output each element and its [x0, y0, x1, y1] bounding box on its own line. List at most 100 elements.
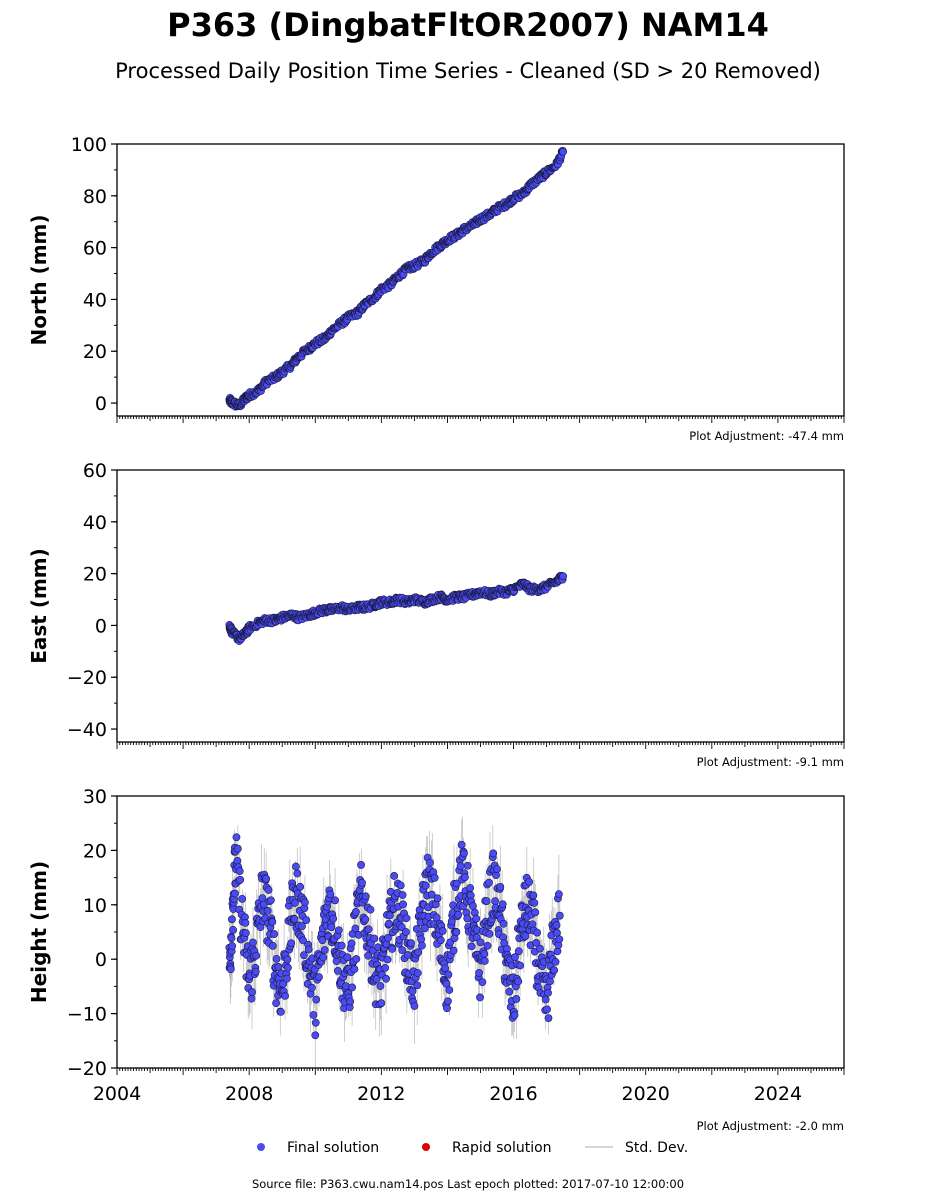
data-point	[290, 915, 299, 923]
y-tick-label: 30	[83, 786, 107, 808]
y-axis: 0 20 40 60 80 100	[71, 134, 117, 415]
x-axis	[116, 742, 845, 749]
data-point	[247, 994, 256, 1003]
y-axis: −40 −20 0 20 40 60	[67, 460, 117, 741]
data-point	[452, 928, 461, 936]
data-point	[505, 987, 514, 996]
data-point	[251, 967, 260, 976]
data-point	[398, 891, 407, 899]
legend-marker-final	[257, 1143, 265, 1151]
legend-std-label: Std. Dev.	[625, 1140, 688, 1156]
data-point	[385, 919, 393, 928]
data-point	[496, 883, 505, 891]
data-point	[554, 890, 563, 899]
data-point	[475, 968, 483, 977]
data-point	[410, 1002, 419, 1010]
data-point	[259, 900, 268, 909]
data-point	[300, 951, 308, 960]
data-point	[308, 983, 316, 992]
data-point	[361, 915, 370, 924]
data-point	[366, 905, 375, 914]
data-point	[291, 899, 299, 907]
data-point	[298, 922, 306, 931]
data-point	[544, 988, 552, 997]
data-point	[283, 955, 292, 964]
std-dev-bars	[228, 816, 561, 1068]
data-point	[390, 872, 399, 880]
data-point	[399, 900, 407, 909]
data-point	[334, 926, 343, 935]
data-point	[312, 995, 321, 1004]
data-point	[476, 938, 485, 947]
plot-adjustment-label: Plot Adjustment: -47.4 mm	[689, 429, 844, 443]
y-tick-label: 40	[83, 289, 107, 311]
data-point	[238, 894, 247, 903]
data-point	[326, 890, 335, 899]
data-point	[249, 938, 257, 947]
chart-title: P363 (DingbatFltOR2007) NAM14	[167, 6, 769, 44]
data-point	[402, 928, 410, 936]
data-point	[299, 936, 307, 945]
data-point	[343, 953, 352, 962]
data-point	[444, 970, 453, 979]
data-point	[463, 861, 472, 870]
data-point	[402, 914, 411, 923]
data-point	[436, 936, 445, 945]
data-point	[559, 147, 568, 156]
y-tick-label: 60	[83, 238, 107, 260]
data-point	[514, 977, 523, 986]
data-point	[559, 572, 568, 581]
data-point	[228, 915, 236, 924]
data-point	[283, 963, 292, 972]
data-point	[281, 991, 289, 1000]
y-axis-label: North (mm)	[27, 214, 51, 345]
data-point	[287, 939, 296, 948]
data-point	[514, 947, 523, 956]
data-point	[426, 858, 434, 867]
data-point	[430, 873, 439, 882]
data-point	[525, 878, 534, 886]
data-point	[541, 995, 550, 1004]
data-point	[258, 894, 267, 902]
std-dev-bars	[228, 571, 564, 646]
data-point	[536, 944, 544, 953]
data-point	[530, 898, 539, 907]
data-point	[351, 924, 360, 933]
data-point	[498, 900, 507, 909]
panel-3: −20 −10 0 10 20 30 2004 2008 2012 2016 2020 2024 Hei…	[27, 786, 845, 1133]
data-point	[311, 1018, 320, 1027]
x-axis	[116, 416, 845, 423]
data-point	[499, 919, 508, 928]
data-point	[467, 942, 476, 951]
data-point	[327, 923, 336, 932]
y-tick-label: 0	[95, 615, 107, 637]
data-point	[319, 953, 328, 962]
data-point	[264, 886, 273, 894]
data-point	[381, 963, 390, 972]
data-point	[364, 925, 373, 934]
data-point	[304, 945, 313, 954]
data-point	[272, 999, 280, 1008]
data-point	[483, 941, 492, 950]
data-point	[396, 881, 405, 890]
data-point	[383, 955, 392, 964]
footer-source: Source file: P363.cwu.nam14.pos Last epo…	[252, 1177, 684, 1191]
data-point	[555, 911, 564, 920]
data-point	[241, 929, 250, 937]
data-point	[476, 993, 484, 1002]
data-point	[231, 889, 239, 898]
data-point	[227, 934, 236, 943]
data-point	[432, 913, 441, 922]
y-tick-label: 0	[95, 393, 107, 415]
data-point	[235, 867, 244, 876]
data-point	[445, 986, 454, 994]
data-point	[262, 874, 271, 883]
data-point	[229, 926, 238, 934]
data-point	[252, 951, 261, 960]
data-point	[418, 941, 426, 950]
data-point	[444, 997, 452, 1006]
y-axis-label: Height (mm)	[27, 861, 51, 1003]
data-point	[480, 957, 489, 965]
data-point	[236, 875, 245, 884]
